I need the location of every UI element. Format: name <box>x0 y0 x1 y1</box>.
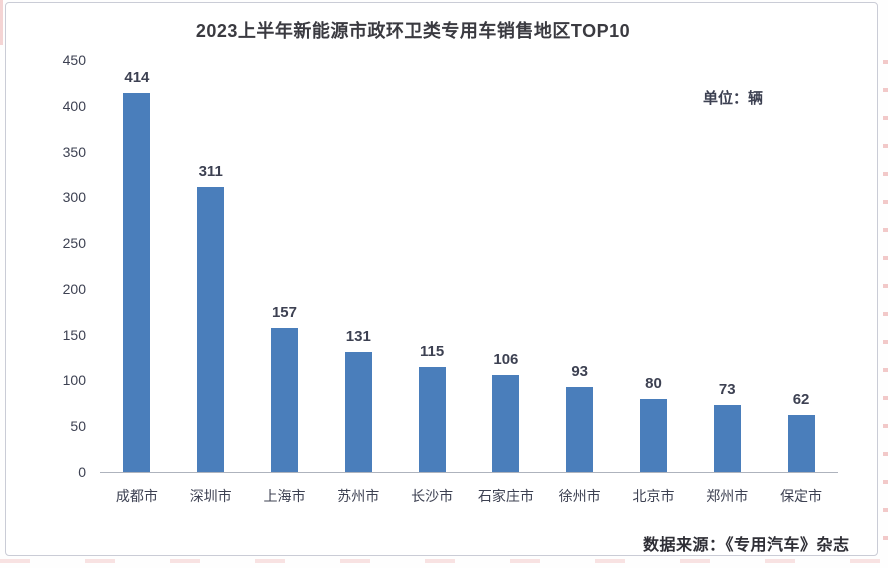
y-axis-tick-label: 200 <box>62 280 86 297</box>
bar-group: 93 徐州市 <box>543 60 617 504</box>
y-axis-tick-label: 0 <box>78 464 86 480</box>
bar-group: 157 上海市 <box>248 60 322 504</box>
bar <box>639 398 667 472</box>
bar-value-label: 80 <box>645 374 662 392</box>
chart-title: 2023上半年新能源市政环卫类专用车销售地区TOP10 <box>195 21 631 41</box>
bar-group: 414 成都市 <box>100 60 174 504</box>
plot-area: 414 成都市 311 深圳市 157 上海市 131 苏州市 115 长沙市 106 石家庄市 93 徐… <box>100 60 838 504</box>
bar-value-label: 62 <box>792 391 810 409</box>
red-dash-artifact-left <box>0 0 3 45</box>
y-axis-tick-label: 100 <box>62 372 86 389</box>
y-axis-tick-label: 50 <box>70 418 86 435</box>
red-dash-artifact-bottom <box>0 559 888 563</box>
x-axis-category-label: 苏州市 <box>337 488 380 504</box>
x-axis-category-label: 上海市 <box>263 488 306 504</box>
x-axis-category-label: 北京市 <box>632 488 675 504</box>
bar-value-label: 414 <box>124 68 150 86</box>
bar <box>713 405 741 472</box>
bar-group: 62 保定市 <box>764 60 838 504</box>
bar <box>270 328 298 472</box>
bar <box>418 366 446 472</box>
x-axis-category-label: 成都市 <box>115 488 158 504</box>
bar <box>123 92 151 472</box>
x-axis-category-label: 郑州市 <box>706 488 749 504</box>
bar-group: 106 石家庄市 <box>469 60 543 504</box>
bar-group: 131 苏州市 <box>321 60 395 504</box>
x-axis-category-label: 深圳市 <box>189 488 232 504</box>
x-axis-category-label: 长沙市 <box>411 488 454 504</box>
bar-value-label: 93 <box>571 362 589 380</box>
bar <box>566 386 594 472</box>
bar-value-label: 311 <box>198 163 223 181</box>
bar <box>344 352 372 472</box>
data-source-label: 数据来源：《专用汽车》杂志 <box>643 537 850 554</box>
bar <box>197 187 225 472</box>
y-axis-tick-label: 450 <box>62 52 86 68</box>
x-axis-category-label: 徐州市 <box>558 488 601 504</box>
bar-value-label: 131 <box>345 328 371 346</box>
x-axis-category-label: 石家庄市 <box>477 488 534 504</box>
bar-value-label: 115 <box>419 342 445 360</box>
bar <box>492 374 520 472</box>
bar-group: 80 北京市 <box>617 60 691 504</box>
bar-group: 115 长沙市 <box>395 60 469 504</box>
y-axis-tick-label: 300 <box>62 189 86 206</box>
unit-label: 单位：辆 <box>703 90 764 107</box>
y-axis-tick-label: 350 <box>62 143 86 160</box>
x-axis-category-label: 保定市 <box>780 488 823 504</box>
y-axis-tick-label: 150 <box>62 326 86 343</box>
red-dash-artifact-right <box>883 60 888 550</box>
bar-value-label: 157 <box>271 304 297 322</box>
y-axis-tick-label: 400 <box>62 97 86 114</box>
y-axis-tick-label: 250 <box>62 235 86 252</box>
bar-value-label: 73 <box>718 381 736 399</box>
x-axis-line <box>100 472 838 473</box>
bar <box>787 415 815 472</box>
bar-group: 311 深圳市 <box>174 60 248 504</box>
bar-group: 73 郑州市 <box>690 60 764 504</box>
bar-value-label: 106 <box>493 350 519 368</box>
